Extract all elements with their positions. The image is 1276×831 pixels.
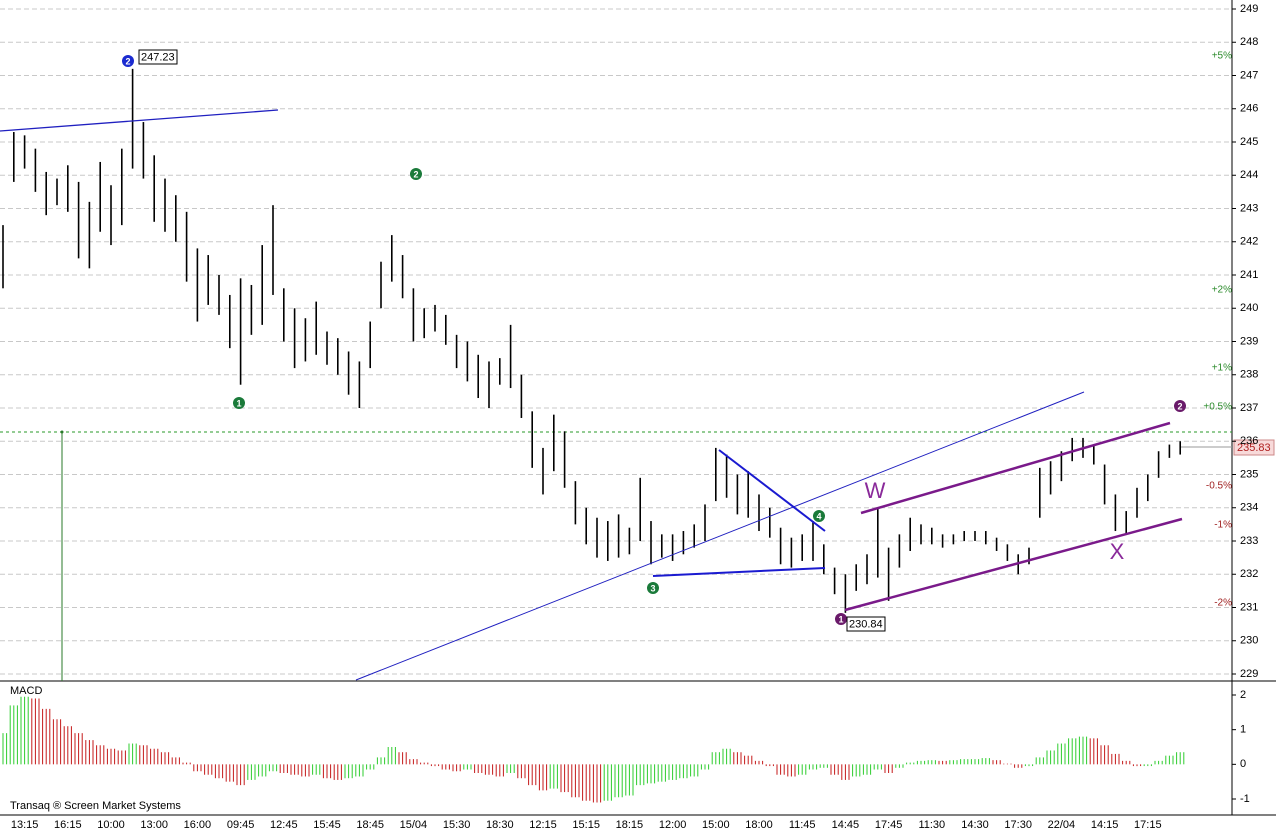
percent-label: -1%	[1214, 520, 1232, 531]
wave-marker	[813, 510, 825, 522]
y-tick-label: 231	[1240, 601, 1258, 613]
x-tick-label: 15:15	[572, 819, 600, 831]
price-label: 230.84	[849, 618, 883, 630]
x-tick-label: 10:00	[97, 819, 125, 831]
y-tick-label: 238	[1240, 369, 1258, 381]
wave-label: X	[1110, 539, 1125, 564]
wave-label: 1	[838, 614, 843, 624]
trendline	[652, 567, 826, 577]
y-tick-label: 2	[1240, 689, 1246, 701]
x-tick-label: 18:30	[486, 819, 514, 831]
percent-labels: +5% +2% +1% +0.5% -0.5% -1% -2%	[1203, 51, 1232, 609]
percent-label: -0.5%	[1206, 481, 1232, 492]
x-tick-label: 11:45	[789, 819, 816, 831]
y-tick-label: 242	[1240, 236, 1258, 248]
y-tick-label: 248	[1240, 36, 1258, 48]
price-labels: 247.23 230.84 235.83	[138, 49, 1275, 632]
grid	[0, 8, 1232, 675]
wave-labels: 2 1 2 3 4 1 W X 2	[122, 55, 1186, 625]
y-tick-label: 236	[1240, 435, 1258, 447]
x-tick-label: 16:15	[54, 819, 82, 831]
x-tick-label: 15:00	[702, 819, 730, 831]
y-tick-label: 230	[1240, 635, 1258, 647]
trendline	[0, 109, 279, 132]
y-tick-label: 233	[1240, 535, 1258, 547]
y-tick-label: 245	[1240, 136, 1258, 148]
wave-label: 3	[650, 583, 655, 593]
percent-label: +0.5%	[1203, 402, 1232, 413]
last-price-box	[1233, 439, 1275, 456]
trendlines	[0, 109, 1183, 681]
wave-label: 1	[236, 398, 241, 408]
y-tick-label: 246	[1240, 103, 1258, 115]
x-tick-label: 13:15	[11, 819, 39, 831]
x-tick-label: 12:45	[270, 819, 298, 831]
x-tick-label: 22/04	[1048, 819, 1076, 831]
wave-label: 2	[1177, 401, 1182, 411]
x-tick-label: 15:45	[313, 819, 341, 831]
y-tick-label: 240	[1240, 302, 1258, 314]
last-price: 235.83	[1237, 442, 1271, 454]
y-tick-label: 243	[1240, 202, 1258, 214]
footer: Transaq ® Screen Market Systems	[10, 800, 181, 812]
x-tick-label: 15:30	[443, 819, 471, 831]
x-tick-label: 18:15	[616, 819, 644, 831]
x-tick-label: 11:30	[918, 819, 945, 831]
trendline	[718, 449, 826, 532]
y-tick-label: 237	[1240, 402, 1258, 414]
y-tick-label: 249	[1240, 3, 1258, 15]
price-label-box	[138, 49, 178, 65]
y-tick-label: 1	[1240, 724, 1246, 736]
y-tick-label: -1	[1240, 793, 1250, 805]
panel-title: MACD	[10, 685, 42, 697]
channel-line	[844, 517, 1183, 612]
crosshair-dot	[60, 430, 64, 434]
wave-marker	[1174, 400, 1186, 412]
x-tick-label: 12:15	[529, 819, 557, 831]
x-tick-label: 12:00	[659, 819, 687, 831]
price-label: 247.23	[141, 51, 175, 63]
x-tick-label: 18:45	[356, 819, 384, 831]
wave-label: W	[865, 478, 886, 503]
y-tick-label: 239	[1240, 335, 1258, 347]
trendline	[355, 391, 1085, 681]
wave-label: 2	[125, 56, 130, 66]
y-tick-label: 229	[1240, 668, 1258, 680]
y-tick-label: 247	[1240, 69, 1258, 81]
x-tick-label: 15/04	[400, 819, 428, 831]
percent-label: +1%	[1212, 363, 1232, 374]
y-tick-label: 244	[1240, 169, 1258, 181]
x-tick-label: 18:00	[745, 819, 773, 831]
wave-label: 2	[413, 169, 418, 179]
wave-marker	[647, 582, 659, 594]
y-tick-label: 0	[1240, 758, 1246, 770]
x-tick-label: 16:00	[184, 819, 212, 831]
wave-marker	[122, 55, 134, 67]
x-tick-label: 13:00	[140, 819, 168, 831]
x-tick-label: 14:30	[961, 819, 989, 831]
wave-marker	[233, 397, 245, 409]
y-tick-label: 232	[1240, 568, 1258, 580]
percent-label: -2%	[1214, 598, 1232, 609]
x-tick-label: 17:30	[1004, 819, 1032, 831]
y-tick-label: 241	[1240, 269, 1258, 281]
wave-marker	[835, 613, 847, 625]
percent-label: +5%	[1212, 51, 1232, 62]
x-tick-label: 09:45	[227, 819, 255, 831]
wave-marker	[410, 168, 422, 180]
y-tick-label: 235	[1240, 468, 1258, 480]
percent-label: +2%	[1212, 285, 1232, 296]
y-tick-label: 234	[1240, 502, 1258, 514]
x-tick-label: 17:15	[1134, 819, 1162, 831]
x-tick-label: 14:45	[832, 819, 860, 831]
channel-line	[860, 421, 1171, 515]
wave-label: 4	[816, 511, 821, 521]
x-tick-label: 17:45	[875, 819, 903, 831]
x-tick-label: 14:15	[1091, 819, 1119, 831]
marks	[2, 68, 1185, 803]
price-label-box	[846, 616, 886, 632]
